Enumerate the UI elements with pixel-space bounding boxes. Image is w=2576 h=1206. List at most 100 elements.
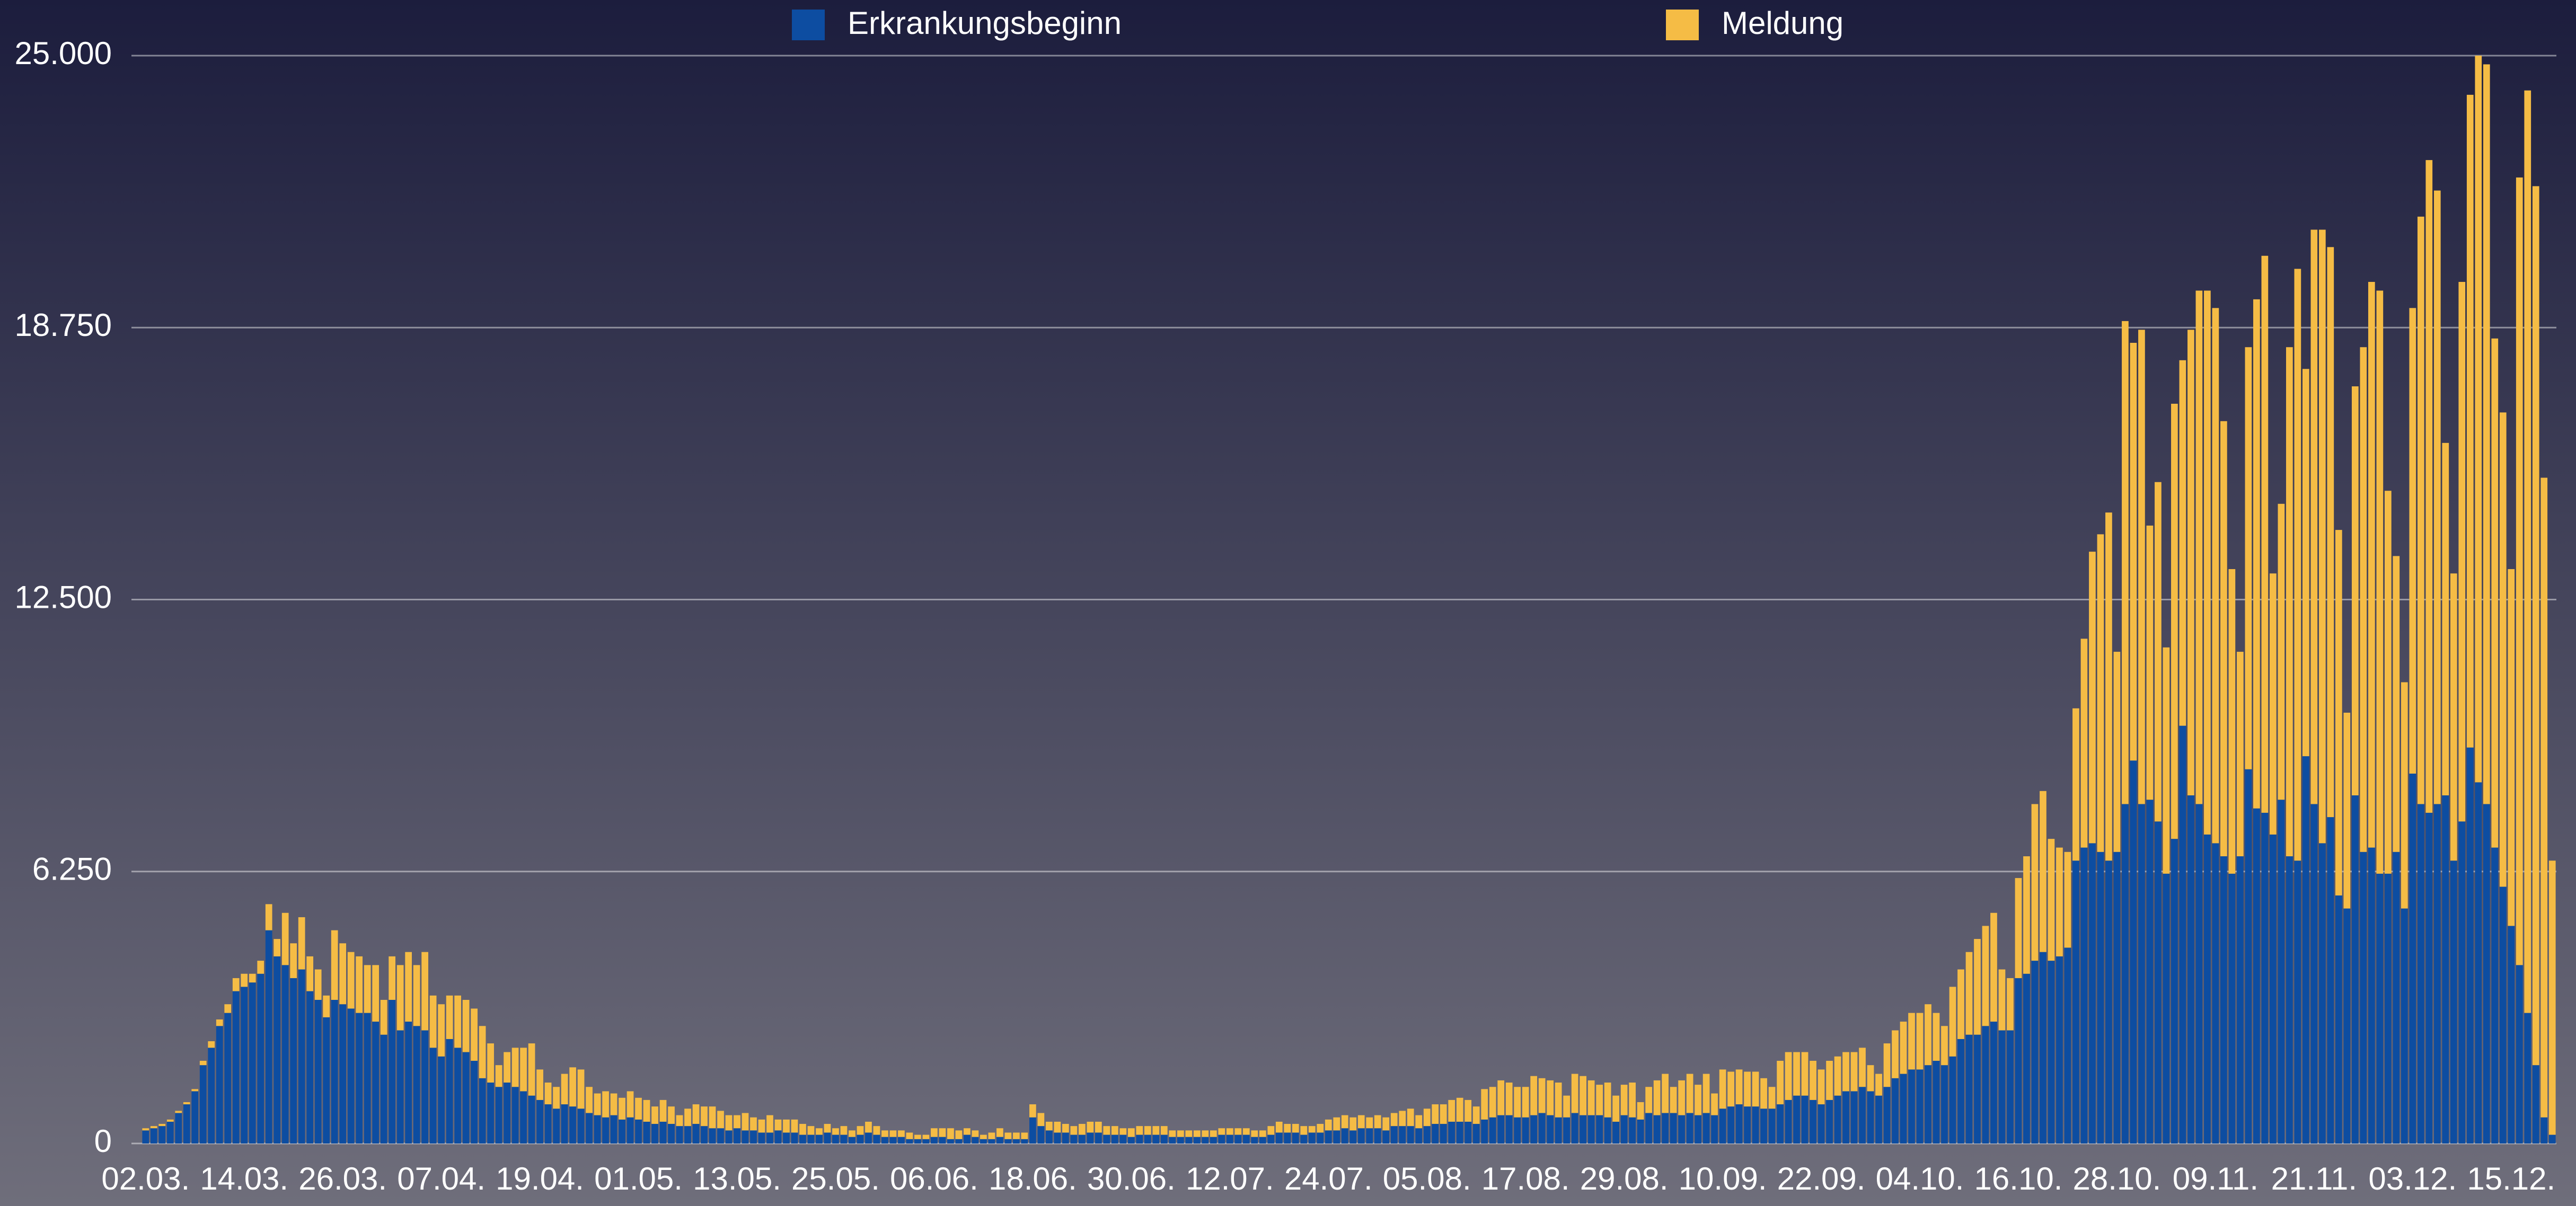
bar-segment <box>528 1095 535 1143</box>
bar-segment <box>857 1134 864 1143</box>
bar-segment <box>1662 1113 1669 1143</box>
bar-segment <box>758 1119 765 1133</box>
bar-segment <box>1785 1052 1792 1100</box>
bar-segment <box>1448 1121 1455 1143</box>
bar-segment <box>996 1137 1003 1143</box>
bar-segment <box>1990 1022 1997 1143</box>
bar-segment <box>2155 482 2162 822</box>
bar-segment <box>183 1102 190 1105</box>
bar-segment <box>873 1126 880 1135</box>
bar-segment <box>1382 1130 1390 1143</box>
x-tick-label: 30.06. <box>1087 1161 1176 1196</box>
bar-segment <box>651 1106 658 1124</box>
bar-segment <box>2138 804 2145 1143</box>
bar-segment <box>281 965 289 1143</box>
bar-segment <box>1637 1119 1644 1143</box>
bar-segment <box>2433 190 2441 804</box>
bar-segment <box>2187 330 2194 796</box>
bar-segment <box>594 1093 601 1115</box>
bar-segment <box>1415 1128 1423 1143</box>
bar-segment <box>2499 886 2507 1143</box>
x-tick-label: 16.10. <box>1974 1161 2063 1196</box>
bar-segment <box>2343 713 2351 909</box>
x-tick-label: 02.03. <box>101 1161 190 1196</box>
bar-segment <box>1111 1134 1118 1143</box>
bar-segment <box>807 1126 815 1135</box>
bar-segment <box>2072 861 2079 1143</box>
bar-segment <box>2072 708 2079 861</box>
bar-segment <box>1390 1126 1398 1143</box>
legend-swatch <box>792 10 825 40</box>
bar-segment <box>1522 1087 1529 1118</box>
bar-segment <box>1202 1130 1209 1137</box>
bar-segment <box>1580 1115 1587 1143</box>
bar-segment <box>849 1130 855 1137</box>
bar-segment <box>1160 1126 1168 1135</box>
bar-segment <box>1563 1095 1571 1118</box>
bar-segment <box>1029 1104 1036 1118</box>
bar-segment <box>544 1104 552 1143</box>
bar-segment <box>1620 1085 1628 1115</box>
bar-segment <box>1382 1117 1390 1131</box>
bar-segment <box>914 1139 921 1143</box>
bar-segment <box>964 1128 971 1135</box>
bar-segment <box>2335 530 2342 895</box>
bar-segment <box>2376 290 2384 874</box>
bar-segment <box>1300 1126 1308 1135</box>
bar-segment <box>2179 360 2186 726</box>
bar-segment <box>2516 177 2523 965</box>
bar-segment <box>1670 1113 1677 1143</box>
bar-segment <box>1826 1060 1833 1100</box>
bar-segment <box>2245 769 2252 1143</box>
bar-segment <box>1810 1099 1816 1143</box>
bar-segment <box>224 1013 232 1143</box>
bar-segment <box>2212 843 2219 1143</box>
bar-segment <box>1341 1115 1348 1129</box>
bar-segment <box>881 1130 888 1137</box>
bar-segment <box>1580 1076 1587 1115</box>
bar-segment <box>561 1074 568 1105</box>
bar-segment <box>2327 247 2334 818</box>
bar-segment <box>1399 1126 1406 1143</box>
bar-segment <box>1054 1132 1061 1143</box>
bar-segment <box>2023 856 2030 974</box>
bar-segment <box>1374 1115 1381 1129</box>
bar-segment <box>2007 978 2014 1031</box>
bar-segment <box>314 1000 322 1143</box>
bar-segment <box>1818 1069 1825 1105</box>
bar-segment <box>2425 160 2433 813</box>
bar-segment <box>2540 1117 2548 1143</box>
bar-segment <box>511 1048 519 1087</box>
bar-segment <box>1965 1034 1973 1143</box>
bar-segment <box>2310 804 2318 1143</box>
bar-segment <box>1465 1099 1472 1122</box>
bar-segment <box>2409 308 2416 774</box>
bar-segment <box>569 1106 576 1143</box>
bar-segment <box>586 1087 593 1113</box>
bar-segment <box>2442 795 2449 1143</box>
bar-segment <box>2532 1065 2539 1143</box>
bar-segment <box>1374 1128 1381 1143</box>
bar-segment <box>306 956 314 991</box>
bar-segment <box>487 1043 494 1083</box>
bar-segment <box>1440 1124 1447 1143</box>
bar-segment <box>701 1106 708 1127</box>
bar-segment <box>651 1124 658 1143</box>
y-tick-label: 25.000 <box>14 36 112 71</box>
bar-segment <box>1136 1126 1143 1135</box>
bar-segment <box>2056 847 2063 956</box>
bar-segment <box>906 1139 913 1143</box>
y-tick-label: 12.500 <box>14 579 112 615</box>
bar-segment <box>1875 1095 1882 1143</box>
bar-segment <box>2015 878 2022 978</box>
bar-segment <box>1505 1083 1513 1115</box>
bar-segment <box>1768 1087 1776 1109</box>
bar-segment <box>1505 1115 1513 1143</box>
bar-segment <box>158 1126 166 1143</box>
bar-segment <box>389 956 395 1000</box>
bar-segment <box>1695 1085 1701 1115</box>
bar-segment <box>1004 1132 1012 1139</box>
bar-segment <box>1095 1121 1102 1133</box>
bar-segment <box>1670 1087 1677 1113</box>
bar-segment <box>1514 1087 1521 1118</box>
